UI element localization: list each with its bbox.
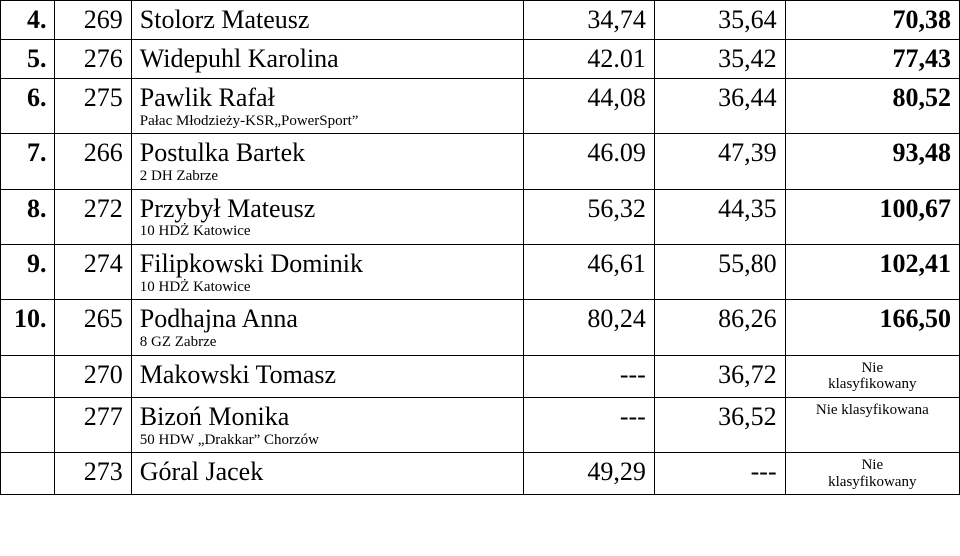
competitor-name: Góral Jacek: [140, 457, 263, 486]
cell-place: [1, 355, 55, 397]
cell-total: 77,43: [785, 39, 959, 78]
competitor-name: Przybył Mateusz: [140, 194, 315, 223]
cell-number: 272: [55, 189, 131, 244]
cell-number: 265: [55, 300, 131, 355]
competitor-name: Postulka Bartek: [140, 138, 305, 167]
cell-run1: ---: [524, 355, 655, 397]
cell-place: 6.: [1, 78, 55, 133]
cell-run1: 80,24: [524, 300, 655, 355]
competitor-club: Pałac Młodzieży-KSR„PowerSport”: [140, 113, 515, 130]
competitor-name: Stolorz Mateusz: [140, 5, 310, 34]
classification-note: Nieklasyfikowany: [794, 360, 951, 393]
competitor-club: 10 HDŻ Katowice: [140, 279, 515, 296]
cell-number: 274: [55, 244, 131, 299]
cell-place: 9.: [1, 244, 55, 299]
cell-name: Pawlik RafałPałac Młodzieży-KSR„PowerSpo…: [131, 78, 523, 133]
cell-name: Podhajna Anna8 GZ Zabrze: [131, 300, 523, 355]
cell-name: Bizoń Monika50 HDW „Drakkar” Chorzów: [131, 397, 523, 452]
cell-run2: 36,72: [654, 355, 785, 397]
cell-run1: 34,74: [524, 1, 655, 40]
competitor-name: Widepuhl Karolina: [140, 44, 339, 73]
cell-run1: 46.09: [524, 134, 655, 189]
table-row: 270 Makowski Tomasz ---36,72 Nieklasyfikowa…: [1, 355, 960, 397]
competitor-name: Pawlik Rafał: [140, 83, 275, 112]
cell-run2: 35,64: [654, 1, 785, 40]
cell-place: 7.: [1, 134, 55, 189]
competitor-club: 10 HDŻ Katowice: [140, 223, 515, 240]
cell-name: Postulka Bartek2 DH Zabrze: [131, 134, 523, 189]
cell-run2: 55,80: [654, 244, 785, 299]
cell-place: 5.: [1, 39, 55, 78]
cell-total: 166,50: [785, 300, 959, 355]
cell-total: Nieklasyfikowany: [785, 355, 959, 397]
cell-name: Przybył Mateusz10 HDŻ Katowice: [131, 189, 523, 244]
cell-total: 93,48: [785, 134, 959, 189]
competitor-club: 2 DH Zabrze: [140, 168, 515, 185]
table-row: 273 Góral Jacek 49,29--- Nieklasyfikowany: [1, 453, 960, 495]
cell-total: 100,67: [785, 189, 959, 244]
competitor-name: Podhajna Anna: [140, 304, 298, 333]
cell-place: 8.: [1, 189, 55, 244]
cell-place: 4.: [1, 1, 55, 40]
cell-run1: 42.01: [524, 39, 655, 78]
cell-number: 276: [55, 39, 131, 78]
cell-number: 270: [55, 355, 131, 397]
cell-name: Filipkowski Dominik10 HDŻ Katowice: [131, 244, 523, 299]
cell-place: [1, 453, 55, 495]
cell-number: 273: [55, 453, 131, 495]
table-row: 10.265Podhajna Anna8 GZ Zabrze80,2486,26…: [1, 300, 960, 355]
cell-run2: 44,35: [654, 189, 785, 244]
table-row: 5.276 Widepuhl Karolina 42.0135,4277,43: [1, 39, 960, 78]
cell-name: Makowski Tomasz: [131, 355, 523, 397]
cell-run1: 56,32: [524, 189, 655, 244]
table-row: 9.274Filipkowski Dominik10 HDŻ Katowice4…: [1, 244, 960, 299]
cell-place: [1, 397, 55, 452]
cell-name: Stolorz Mateusz: [131, 1, 523, 40]
competitor-club: 50 HDW „Drakkar” Chorzów: [140, 432, 515, 449]
cell-run2: 47,39: [654, 134, 785, 189]
cell-run1: 46,61: [524, 244, 655, 299]
cell-run1: ---: [524, 397, 655, 452]
cell-place: 10.: [1, 300, 55, 355]
results-table: 4.269Stolorz Mateusz34,7435,6470,385.276…: [0, 0, 960, 495]
classification-note: Nieklasyfikowany: [794, 457, 951, 490]
cell-run2: 86,26: [654, 300, 785, 355]
cell-number: 266: [55, 134, 131, 189]
competitor-name: Makowski Tomasz: [140, 360, 336, 389]
cell-run2: 35,42: [654, 39, 785, 78]
results-table-container: 4.269Stolorz Mateusz34,7435,6470,385.276…: [0, 0, 960, 556]
table-row: 4.269 Stolorz Mateusz 34,7435,6470,38: [1, 1, 960, 40]
table-row: 7.266Postulka Bartek2 DH Zabrze46.0947,3…: [1, 134, 960, 189]
cell-name: Góral Jacek: [131, 453, 523, 495]
cell-total: Nieklasyfikowany: [785, 453, 959, 495]
table-row: 8.272Przybył Mateusz10 HDŻ Katowice56,32…: [1, 189, 960, 244]
table-row: 6.275Pawlik RafałPałac Młodzieży-KSR„Pow…: [1, 78, 960, 133]
cell-number: 269: [55, 1, 131, 40]
competitor-club: 8 GZ Zabrze: [140, 334, 515, 351]
classification-note: Nie klasyfikowana: [794, 402, 951, 419]
cell-run2: ---: [654, 453, 785, 495]
cell-run1: 44,08: [524, 78, 655, 133]
cell-number: 277: [55, 397, 131, 452]
cell-total: Nie klasyfikowana: [785, 397, 959, 452]
cell-run1: 49,29: [524, 453, 655, 495]
cell-run2: 36,44: [654, 78, 785, 133]
cell-number: 275: [55, 78, 131, 133]
cell-total: 102,41: [785, 244, 959, 299]
table-row: 277Bizoń Monika50 HDW „Drakkar” Chorzów-…: [1, 397, 960, 452]
cell-total: 70,38: [785, 1, 959, 40]
competitor-name: Bizoń Monika: [140, 402, 290, 431]
cell-name: Widepuhl Karolina: [131, 39, 523, 78]
cell-total: 80,52: [785, 78, 959, 133]
cell-run2: 36,52: [654, 397, 785, 452]
competitor-name: Filipkowski Dominik: [140, 249, 363, 278]
